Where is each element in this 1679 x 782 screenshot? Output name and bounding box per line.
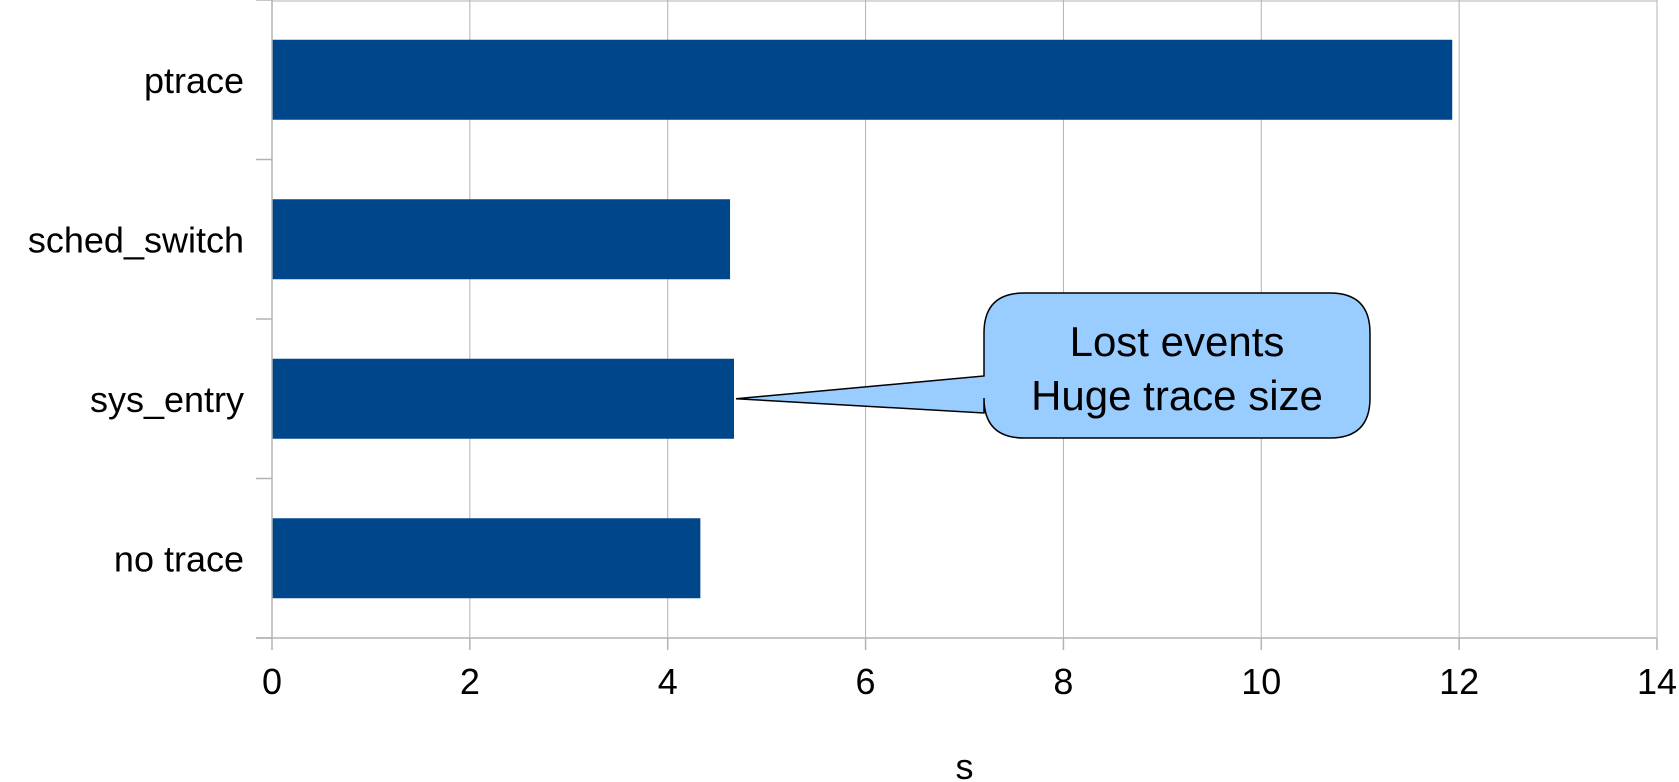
callout: Lost events Huge trace size (735, 292, 1371, 439)
category-label: sched_switch (28, 219, 244, 260)
bar-sched-switch (272, 199, 731, 280)
x-tick-label: 2 (460, 661, 480, 702)
axes (256, 0, 1658, 650)
x-tick-label: 6 (856, 661, 876, 702)
callout-bubble (735, 292, 1371, 439)
x-tick-label: 14 (1637, 661, 1677, 702)
x-axis-label: s (956, 746, 974, 782)
callout-line-1: Lost events (1070, 318, 1285, 365)
category-label: no trace (114, 538, 244, 579)
category-label: sys_entry (90, 379, 244, 420)
x-tick-label: 0 (262, 661, 282, 702)
x-tick-labels: 0 2 4 6 8 10 12 14 (262, 661, 1677, 702)
x-tick-label: 12 (1439, 661, 1479, 702)
callout-line-2: Huge trace size (1031, 372, 1323, 419)
bar-ptrace (272, 39, 1453, 120)
bars (272, 39, 1453, 599)
bar-sys-entry (272, 358, 734, 439)
category-label: ptrace (144, 60, 244, 101)
bar-no-trace (272, 518, 701, 599)
x-tick-label: 8 (1053, 661, 1073, 702)
x-tick-label: 10 (1241, 661, 1281, 702)
x-tick-label: 4 (658, 661, 678, 702)
